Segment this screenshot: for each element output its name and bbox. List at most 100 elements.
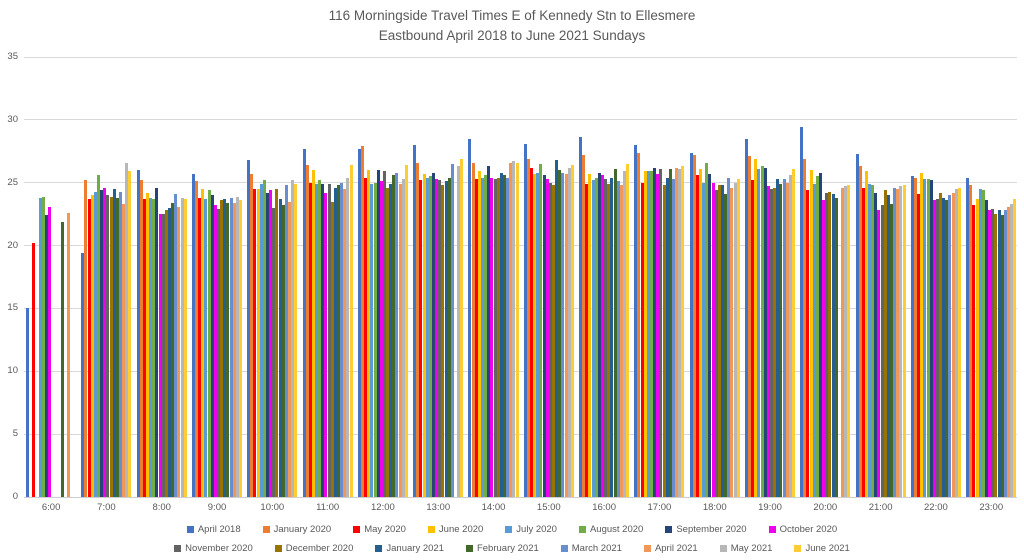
bar	[978, 189, 982, 497]
bar	[232, 202, 236, 497]
legend-item: November 2020	[174, 543, 253, 554]
bar	[210, 195, 214, 497]
bar	[253, 189, 257, 497]
x-axis-tick-label: 10:00	[260, 502, 285, 513]
legend-label: August 2020	[589, 524, 644, 535]
x-axis-tick-label: 16:00	[592, 502, 616, 513]
bar	[954, 189, 958, 497]
bar	[588, 173, 592, 497]
bar	[991, 209, 995, 497]
bar	[413, 145, 417, 497]
bar	[766, 186, 770, 497]
bar	[38, 197, 42, 497]
bar	[886, 195, 890, 497]
x-axis-tick-label: 12:00	[371, 502, 395, 513]
bar	[692, 155, 696, 497]
bar	[506, 177, 510, 497]
x-axis-tick-label: 21:00	[868, 502, 893, 513]
bar	[825, 192, 829, 497]
bar	[815, 176, 819, 497]
bar	[164, 210, 168, 497]
bar	[847, 185, 851, 497]
legend-label: January 2021	[386, 543, 444, 554]
legend-item: April 2021	[643, 543, 698, 554]
bar	[570, 165, 574, 497]
legend-label: April 2018	[197, 524, 241, 535]
bar	[239, 200, 242, 497]
bar	[161, 214, 165, 497]
bar	[948, 195, 952, 497]
bar	[721, 185, 724, 497]
gridline	[24, 245, 1017, 247]
bar	[757, 168, 761, 497]
bar	[425, 177, 429, 497]
legend-item: February 2021	[465, 543, 539, 554]
bar	[600, 175, 604, 497]
bar	[809, 170, 813, 497]
bar	[367, 170, 371, 497]
legend-item: March 2021	[560, 543, 622, 554]
bar	[226, 202, 230, 497]
bar	[539, 163, 543, 497]
bar	[582, 155, 586, 497]
x-axis-tick-label: 13:00	[426, 502, 451, 513]
bar	[308, 182, 312, 497]
y-axis-tick-label: 10	[7, 365, 18, 377]
bar	[515, 162, 519, 497]
bar	[360, 146, 364, 497]
bar	[910, 176, 914, 497]
bar	[724, 194, 728, 497]
bar	[272, 207, 276, 497]
bar	[457, 166, 461, 497]
bar	[883, 190, 887, 497]
bar	[536, 172, 540, 497]
bar	[288, 201, 292, 497]
bar	[315, 183, 319, 497]
x-axis-tick-label: 20:00	[813, 502, 838, 513]
bar	[278, 199, 282, 497]
bar	[171, 202, 175, 497]
bar	[678, 168, 682, 497]
bar	[305, 165, 309, 497]
bar	[699, 168, 703, 497]
bar	[152, 199, 156, 497]
legend-item: June 2021	[794, 543, 850, 554]
bar	[487, 166, 491, 497]
legend-swatch-icon	[719, 545, 727, 552]
bar	[770, 189, 774, 497]
bar	[988, 210, 992, 497]
legend-item: December 2020	[274, 543, 353, 554]
legend-label: February 2021	[476, 543, 539, 554]
bar	[619, 185, 623, 497]
bar	[662, 185, 666, 497]
bar	[438, 180, 442, 497]
bar	[613, 168, 617, 497]
bar	[579, 137, 582, 497]
legend-label: June 2021	[805, 543, 850, 554]
bar	[213, 205, 217, 497]
x-axis-tick-label: 11:00	[316, 502, 340, 513]
bar	[844, 186, 848, 497]
x-axis-tick-label: 8:00	[152, 502, 171, 513]
chart-title-line-2: Eastbound April 2018 to June 2021 Sunday…	[378, 27, 646, 43]
bar	[548, 182, 552, 497]
bar	[509, 162, 513, 497]
bar	[760, 166, 764, 497]
bar	[136, 170, 140, 497]
bar	[112, 189, 116, 497]
y-axis-tick-label: 35	[7, 51, 18, 62]
x-axis-tick-label: 18:00	[702, 502, 727, 513]
bar	[291, 180, 295, 497]
bar	[41, 196, 45, 497]
bar	[100, 190, 104, 497]
bar	[404, 165, 408, 497]
legend-item: May 2021	[719, 543, 772, 554]
legend-label: March 2021	[571, 543, 622, 554]
bar	[125, 162, 129, 497]
bar	[831, 194, 835, 497]
gridline	[24, 182, 1017, 184]
bar	[542, 175, 546, 497]
bar	[250, 173, 254, 497]
bar	[555, 160, 559, 497]
